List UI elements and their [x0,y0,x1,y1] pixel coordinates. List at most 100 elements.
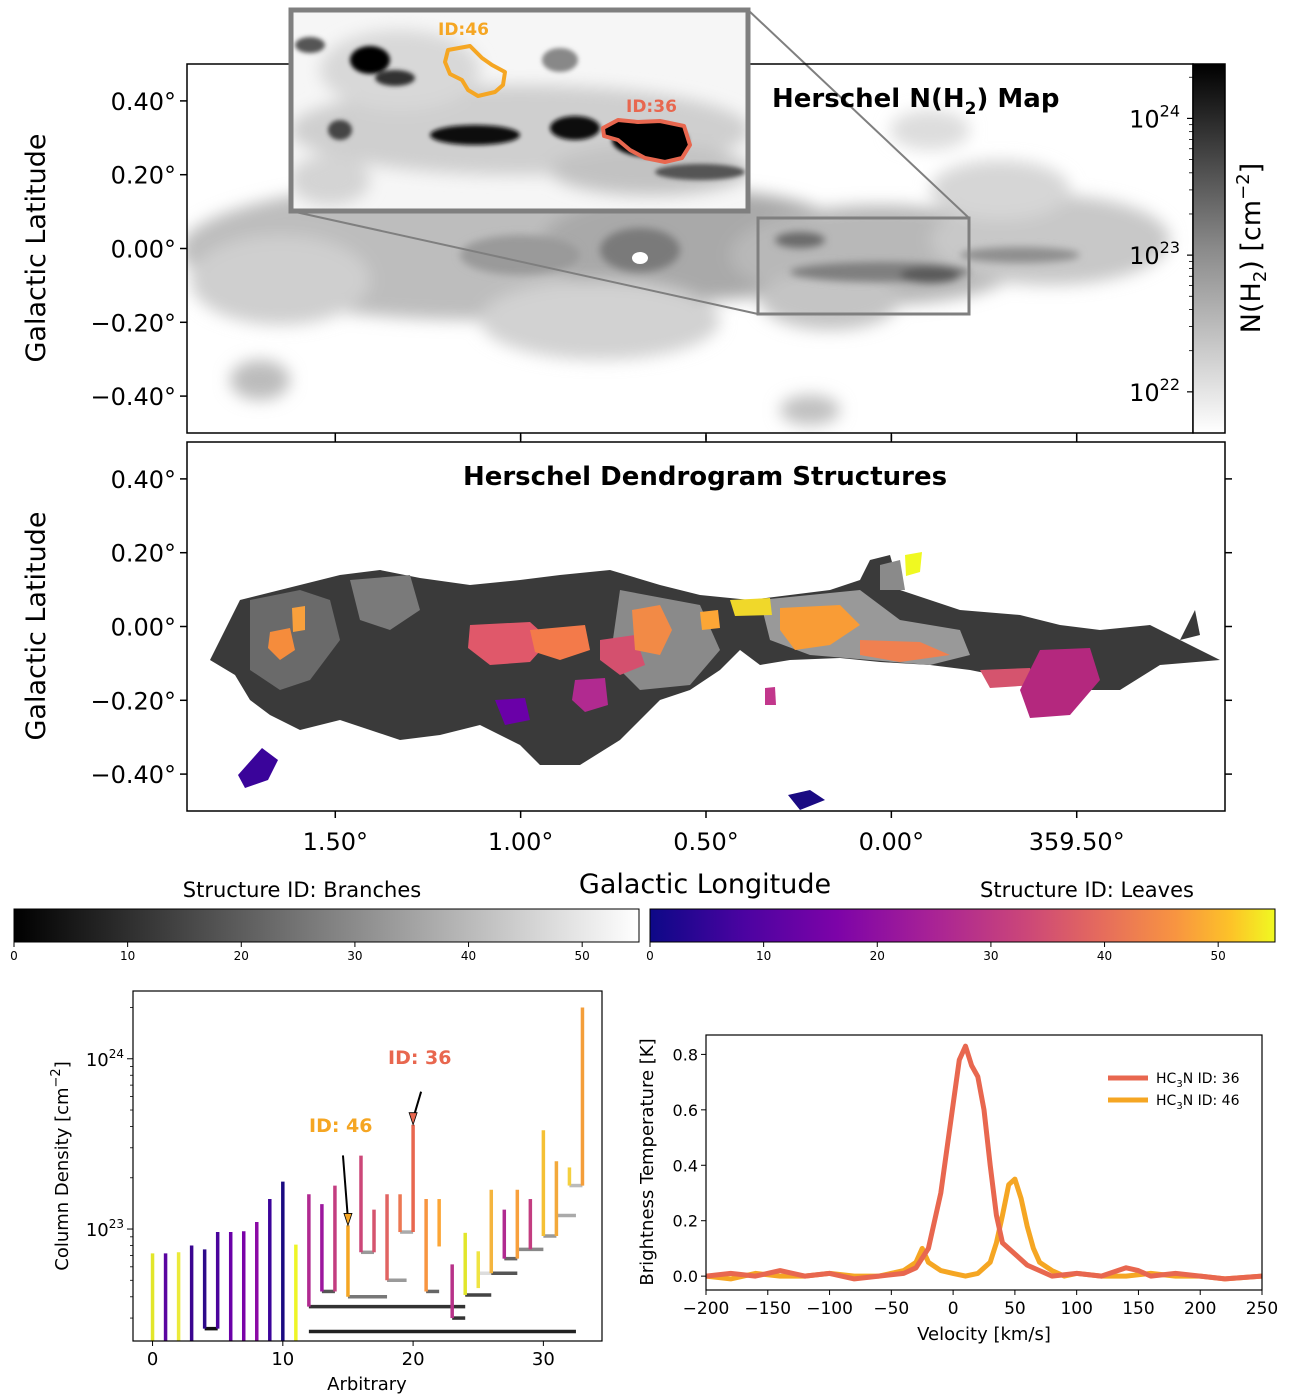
spectrum-x-tick-label: 0 [948,1299,959,1319]
nh2-colorbar-tick-label: 1024 [1129,101,1180,133]
nh2-colorbar-ticks: 1024 1023 1022 [1129,76,1193,407]
tree-arrow-head [408,1112,418,1126]
branches-colorbar: Structure ID: Branches 0 10 20 30 40 50 [10,878,640,963]
dendrogram-structures-panel: 0.40° 0.20° 0.00° −0.20° −0.40° 1.50° 1.00° 0.… [21,435,1232,900]
nh2-colorbar-tick-label: 1022 [1129,375,1180,407]
structures-title: Herschel Dendrogram Structures [463,462,947,492]
map-y-tick-label: −0.20° [90,309,176,337]
dendrogram-tree-panel: 0 10 20 30 1024 1023 Arbitrary Column Densit… [49,990,603,1395]
tree-annotation-arrows [341,1091,423,1227]
nh2-colorbar: 1024 1023 1022 N(H2) [cm−2] [1129,63,1271,434]
structures-image [210,552,1220,810]
map-y-tick-label: −0.40° [90,383,176,411]
inset-label-46: ID:46 [438,20,489,40]
branches-colorbar-gradient [13,908,640,943]
colorbar-tick-label: 20 [234,949,249,963]
tree-y-axis-label: Column Density [cm−2] [49,1061,73,1270]
spectrum-x-tick-label: 200 [1184,1299,1216,1319]
zoom-inset: ID:46 ID:36 [288,7,751,214]
spectrum-lines [706,1043,1262,1282]
spectrum-x-tick-label: −200 [683,1299,730,1319]
spectrum-panel: −200 −150 −100 −50 0 50 100 150 200 250 0.0 0.2 0.4… [637,1034,1278,1345]
structures-y-ticks: 0.40° 0.20° 0.00° −0.20° −0.40° [90,466,1232,789]
structures-y-tick-label: −0.20° [90,687,176,715]
spectrum-x-tick-label: −50 [873,1299,909,1319]
spectrum-legend: HC3N ID: 36 HC3N ID: 46 [1108,1071,1240,1112]
map-y-axis-label: Galactic Latitude [21,134,52,363]
leaves-colorbar-ticks: 0 10 20 30 40 50 [646,942,1226,963]
spectrum-x-tick-label: −150 [744,1299,791,1319]
tree-arrow-shaft [341,1155,349,1220]
spectrum-y-axis-label: Brightness Temperature [K] [637,1038,658,1285]
zoom-connector-top [747,9,970,219]
map-y-ticks: 0.40° 0.20° 0.00° −0.20° −0.40° [90,88,187,411]
colorbar-tick-label: 0 [10,949,18,963]
colorbar-tick-label: 30 [983,949,998,963]
nh2-colorbar-gradient [1193,64,1225,433]
dendrogram-joins [204,1183,583,1334]
spectrum-y-ticks: 0.0 0.2 0.4 0.6 0.8 [673,1045,706,1286]
zoom-connector-bottom [290,210,759,315]
spectrum-x-tick-label: 250 [1246,1299,1278,1319]
spectrum-x-ticks: −200 −150 −100 −50 0 50 100 150 200 250 [683,1290,1278,1319]
legend-label-46: HC3N ID: 46 [1156,1093,1240,1112]
dendrogram-leaves [150,1007,585,1341]
spectrum-x-tick-label: 100 [1060,1299,1092,1319]
tree-x-axis-label: Arbitrary [327,1374,407,1395]
structures-y-tick-label: −0.40° [90,761,176,789]
spectrum-y-tick-label: 0.4 [673,1156,698,1175]
branches-colorbar-label: Structure ID: Branches [183,878,421,902]
nh2-colorbar-tick-label: 1023 [1129,238,1180,270]
structures-x-ticks: 1.50° 1.00° 0.50° 0.00° 359.50° [303,435,1125,856]
structures-x-tick-label: 0.50° [673,828,738,856]
tree-y-tick-label: 1024 [86,1047,124,1071]
map-y-tick-label: 0.40° [111,88,176,116]
tree-y-ticks: 1024 1023 [86,1007,133,1319]
structures-y-axis-label: Galactic Latitude [21,512,52,741]
tree-annotation-36: ID: 36 [388,1047,452,1069]
colorbar-tick-label: 50 [575,949,590,963]
leaves-colorbar-gradient [649,908,1276,943]
spectrum-y-tick-label: 0.6 [673,1101,698,1120]
spectrum-y-tick-label: 0.0 [673,1267,698,1286]
spectrum-x-axis-label: Velocity [km/s] [917,1324,1051,1345]
spectrum-y-tick-label: 0.2 [673,1212,698,1231]
structures-x-tick-label: 0.00° [859,828,924,856]
tree-annotation-46: ID: 46 [309,1115,373,1137]
structures-y-tick-label: 0.20° [111,540,176,568]
tree-x-tick-label: 30 [532,1349,555,1370]
colorbar-tick-label: 20 [870,949,885,963]
map-y-tick-label: 0.00° [111,236,176,264]
nh2-map-panel: 0.40° 0.20° 0.00° −0.20° −0.40° Galactic Lat… [21,7,1271,440]
tree-axes-frame [132,990,603,1342]
leaves-colorbar: Structure ID: Leaves 0 10 20 30 40 50 [646,878,1276,963]
colorbar-tick-label: 10 [756,949,771,963]
spectrum-x-tick-label: 50 [1004,1299,1026,1319]
colorbar-tick-label: 40 [461,949,476,963]
structures-x-tick-label: 1.00° [488,828,553,856]
colorbar-tick-label: 50 [1211,949,1226,963]
spectrum-y-tick-label: 0.8 [673,1045,698,1064]
inset-label-36: ID:36 [626,97,677,117]
map-y-tick-label: 0.20° [111,162,176,190]
structures-y-tick-label: 0.00° [111,614,176,642]
structures-y-tick-label: 0.40° [111,466,176,494]
nh2-colorbar-label: N(H2) [cm−2] [1233,163,1271,333]
tree-x-tick-label: 20 [402,1349,425,1370]
colorbar-tick-label: 0 [646,949,654,963]
spectrum-x-tick-label: 150 [1122,1299,1154,1319]
inset-contour-36 [601,118,692,164]
tree-arrow-head [343,1213,353,1227]
tree-y-tick-label: 1023 [86,1217,124,1241]
tree-x-tick-label: 0 [147,1349,158,1370]
galactic-longitude-label: Galactic Longitude [579,869,831,900]
spectrum-x-tick-label: −100 [806,1299,853,1319]
legend-label-36: HC3N ID: 36 [1156,1071,1240,1090]
branches-colorbar-ticks: 0 10 20 30 40 50 [10,942,590,963]
colorbar-tick-label: 30 [347,949,362,963]
spectrum-axes-frame [705,1034,1263,1291]
map-title: Herschel N(H2) Map [772,84,1059,119]
spectrum-series-line [706,1043,1262,1282]
colorbar-tick-label: 40 [1097,949,1112,963]
